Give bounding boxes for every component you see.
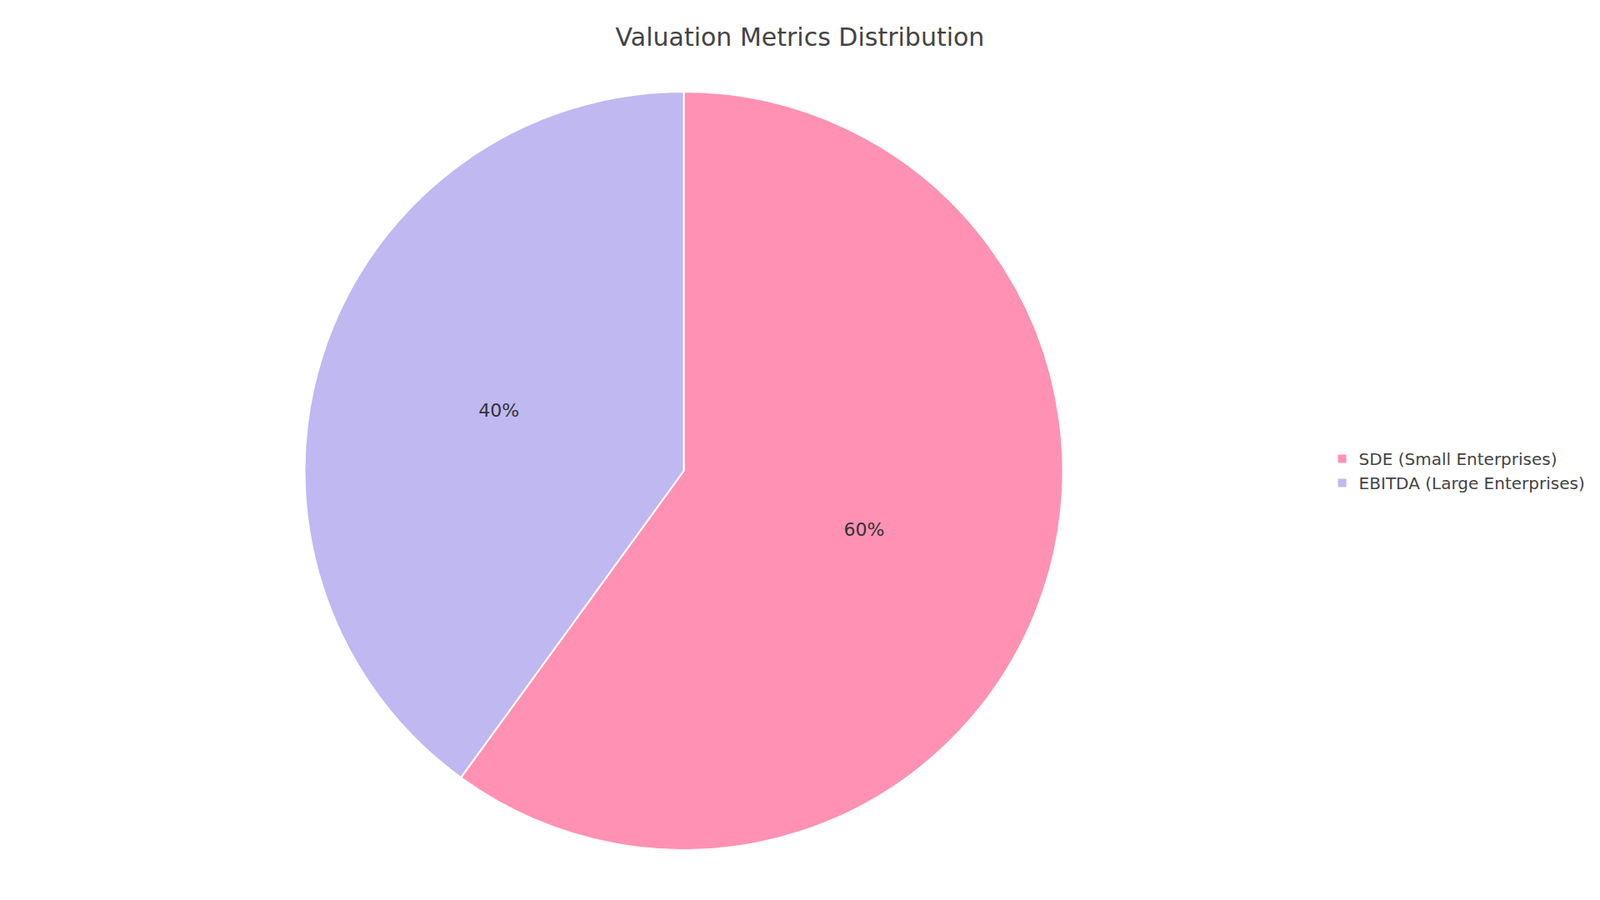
svg-text:40%: 40% bbox=[478, 400, 520, 421]
svg-text:SDE (Small Enterprises): SDE (Small Enterprises) bbox=[1359, 449, 1558, 470]
svg-text:Valuation Metrics Distribution: Valuation Metrics Distribution bbox=[615, 22, 985, 52]
svg-text:EBITDA (Large Enterprises): EBITDA (Large Enterprises) bbox=[1359, 473, 1585, 494]
svg-text:60%: 60% bbox=[843, 519, 885, 540]
